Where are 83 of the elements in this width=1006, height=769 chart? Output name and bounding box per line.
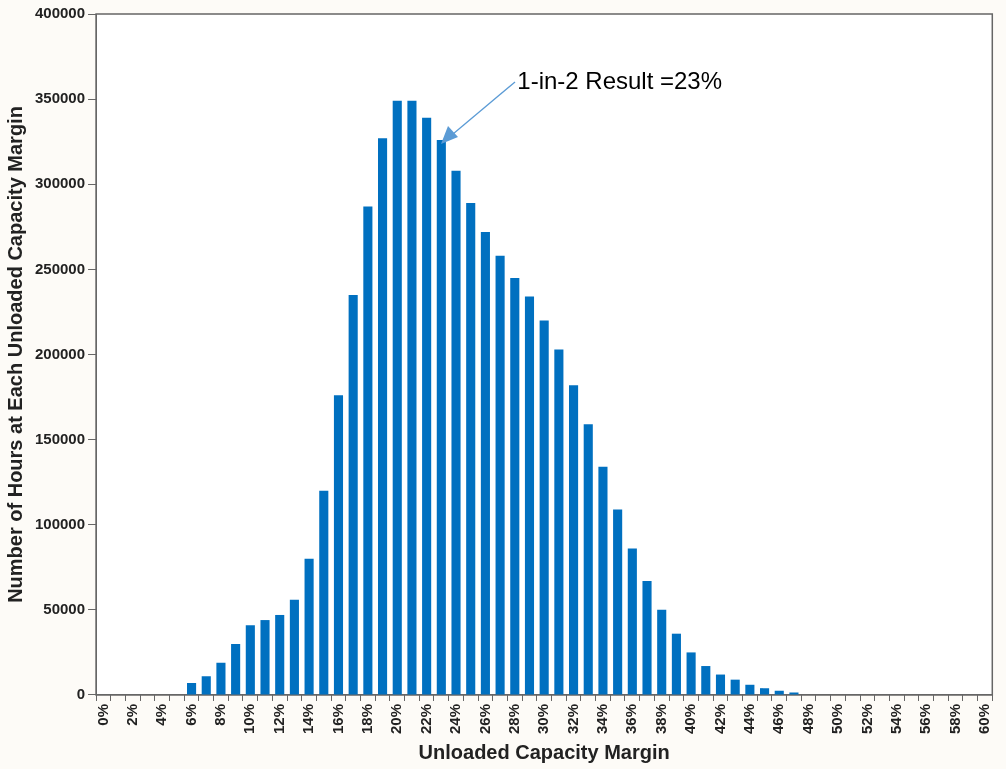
bar	[422, 117, 432, 695]
bar	[289, 599, 299, 695]
bar	[466, 202, 476, 695]
x-tick-label: 26%	[475, 703, 493, 735]
annotation: 1-in-2 Result =23%	[517, 66, 723, 94]
x-tick-label: 32%	[563, 703, 581, 735]
bar	[613, 509, 623, 695]
y-axis-title: Number of Hours at Each Unloaded Capacity Margin	[3, 106, 26, 603]
x-tick-label: 48%	[798, 703, 816, 735]
x-tick-label: 0%	[93, 703, 111, 726]
x-tick-label: 2%	[122, 703, 140, 726]
bar	[480, 231, 490, 695]
bar	[216, 662, 226, 695]
x-tick-label: 40%	[681, 703, 699, 735]
bar	[260, 620, 270, 695]
x-tick-label: 8%	[211, 703, 229, 726]
bar	[701, 666, 711, 695]
x-tick-label: 28%	[504, 703, 522, 735]
bar	[627, 548, 637, 695]
x-tick-label: 34%	[593, 703, 611, 735]
x-axis-title: Unloaded Capacity Margin	[418, 740, 670, 763]
bar	[319, 490, 329, 695]
bar	[451, 170, 461, 695]
y-tick-label: 350000	[34, 89, 86, 107]
bar	[539, 320, 549, 695]
bar	[598, 466, 608, 695]
x-tick-label: 6%	[181, 703, 199, 726]
x-tick-label: 38%	[651, 703, 669, 735]
x-tick-label: 44%	[740, 703, 758, 735]
bar	[363, 206, 373, 695]
x-tick-label: 58%	[945, 703, 963, 735]
bar	[231, 643, 241, 695]
y-tick-label: 100000	[34, 514, 86, 532]
x-tick-label: 52%	[857, 703, 875, 735]
x-tick-label: 30%	[534, 703, 552, 735]
x-tick-label: 12%	[269, 703, 287, 735]
bar	[730, 679, 740, 695]
x-tick-label: 14%	[299, 703, 317, 735]
bar	[745, 684, 755, 695]
bar	[657, 609, 667, 695]
bar	[392, 100, 402, 695]
y-tick-label: 250000	[34, 259, 86, 277]
x-tick-label: 4%	[152, 703, 170, 726]
bar	[407, 100, 417, 695]
x-tick-label: 56%	[916, 703, 934, 735]
bar	[378, 138, 388, 695]
x-tick-label: 10%	[240, 703, 258, 735]
y-tick-label: 0	[76, 685, 86, 703]
bar	[510, 277, 520, 695]
bar	[642, 580, 652, 695]
x-tick-label: 50%	[828, 703, 846, 735]
x-tick-label: 46%	[769, 703, 787, 735]
x-tick-label: 60%	[975, 703, 993, 735]
y-tick-label: 150000	[34, 429, 86, 447]
bar	[245, 625, 255, 695]
bar	[715, 674, 726, 695]
y-tick-label: 300000	[34, 174, 86, 192]
x-tick-label: 18%	[358, 703, 376, 735]
bar	[686, 652, 696, 695]
bar	[495, 255, 505, 695]
y-tick-label: 400000	[34, 4, 86, 22]
x-tick-label: 22%	[416, 703, 434, 735]
bar	[201, 676, 211, 695]
x-tick-label: 54%	[886, 703, 904, 735]
bar	[524, 296, 535, 695]
bar	[348, 294, 358, 695]
y-tick-label: 50000	[43, 600, 86, 617]
bar	[789, 692, 799, 695]
x-tick-label: 16%	[328, 703, 346, 735]
x-tick-label: 20%	[387, 703, 405, 735]
x-tick-label: 42%	[710, 703, 728, 735]
y-tick-label: 200000	[34, 344, 86, 362]
bar	[583, 424, 593, 695]
bar	[187, 683, 197, 695]
bar	[304, 558, 314, 695]
x-tick-label: 36%	[622, 703, 640, 735]
bar	[671, 633, 681, 695]
bar	[554, 349, 564, 695]
bar	[333, 395, 344, 695]
bar	[569, 385, 579, 695]
x-tick-label: 24%	[446, 703, 464, 735]
bar	[760, 688, 770, 695]
bar	[275, 614, 285, 695]
